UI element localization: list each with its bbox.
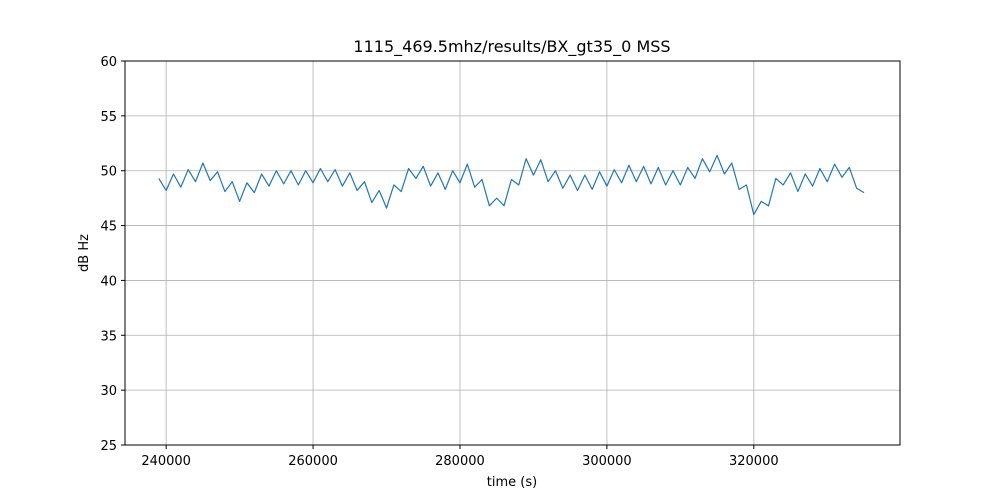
y-axis-label: dB Hz bbox=[77, 234, 92, 272]
x-tick-label: 300000 bbox=[582, 454, 632, 469]
data-line bbox=[158, 154, 865, 216]
y-tick-label: 35 bbox=[100, 329, 117, 344]
x-tick-label: 280000 bbox=[435, 454, 485, 469]
y-tick-label: 25 bbox=[100, 439, 117, 454]
y-tick-label: 30 bbox=[100, 384, 117, 399]
x-axis-label: time (s) bbox=[487, 475, 537, 490]
y-tick-label: 45 bbox=[100, 220, 117, 235]
y-tick-label: 55 bbox=[100, 110, 117, 125]
chart-title: 1115_469.5mhz/results/BX_gt35_0 MSS bbox=[353, 37, 670, 57]
x-tick-label: 320000 bbox=[729, 454, 779, 469]
y-tick-label: 50 bbox=[100, 165, 117, 180]
x-tick-label: 260000 bbox=[288, 454, 338, 469]
plot-frame bbox=[124, 60, 901, 446]
y-tick-label: 40 bbox=[100, 274, 117, 289]
x-tick-label: 240000 bbox=[141, 454, 191, 469]
y-tick-label: 60 bbox=[100, 55, 117, 70]
